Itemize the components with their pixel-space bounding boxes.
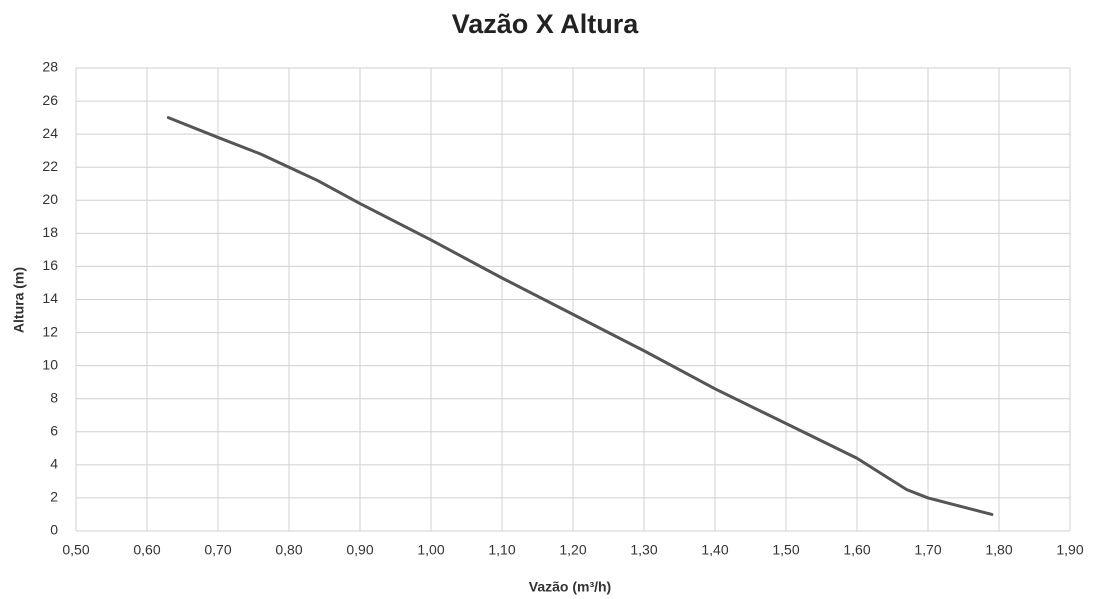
x-tick-label: 1,40 bbox=[701, 542, 728, 558]
y-tick-label: 0 bbox=[50, 522, 58, 538]
x-tick-label: 1,90 bbox=[1056, 542, 1083, 558]
x-tick-label: 0,90 bbox=[346, 542, 373, 558]
y-tick-label: 26 bbox=[42, 92, 58, 108]
y-tick-label: 22 bbox=[42, 158, 58, 174]
y-tick-label: 20 bbox=[42, 191, 58, 207]
x-tick-label: 1,00 bbox=[417, 542, 444, 558]
y-tick-label: 14 bbox=[42, 290, 58, 306]
x-tick-label: 1,80 bbox=[985, 542, 1012, 558]
y-tick-label: 8 bbox=[50, 389, 58, 405]
x-tick-label: 0,70 bbox=[204, 542, 231, 558]
x-tick-label: 1,50 bbox=[772, 542, 799, 558]
x-tick-label: 1,30 bbox=[630, 542, 657, 558]
y-tick-label: 4 bbox=[50, 456, 58, 472]
y-tick-label: 18 bbox=[42, 224, 58, 240]
chart-title: Vazão X Altura bbox=[452, 9, 640, 39]
y-tick-label: 6 bbox=[50, 422, 58, 438]
x-tick-label: 0,50 bbox=[62, 542, 89, 558]
x-tick-label: 0,80 bbox=[275, 542, 302, 558]
y-tick-label: 24 bbox=[42, 125, 58, 141]
x-tick-label: 1,10 bbox=[488, 542, 515, 558]
y-tick-label: 12 bbox=[42, 323, 58, 339]
x-tick-label: 1,60 bbox=[843, 542, 870, 558]
y-tick-label: 10 bbox=[42, 356, 58, 372]
y-axis-label: Altura (m) bbox=[11, 267, 27, 333]
y-tick-label: 28 bbox=[42, 59, 58, 75]
x-tick-label: 1,70 bbox=[914, 542, 941, 558]
y-tick-label: 16 bbox=[42, 257, 58, 273]
data-line bbox=[166, 116, 994, 516]
x-axis-label: Vazão (m³/h) bbox=[529, 579, 611, 595]
y-tick-label: 2 bbox=[50, 489, 58, 505]
x-tick-label: 0,60 bbox=[133, 542, 160, 558]
x-tick-label: 1,20 bbox=[559, 542, 586, 558]
